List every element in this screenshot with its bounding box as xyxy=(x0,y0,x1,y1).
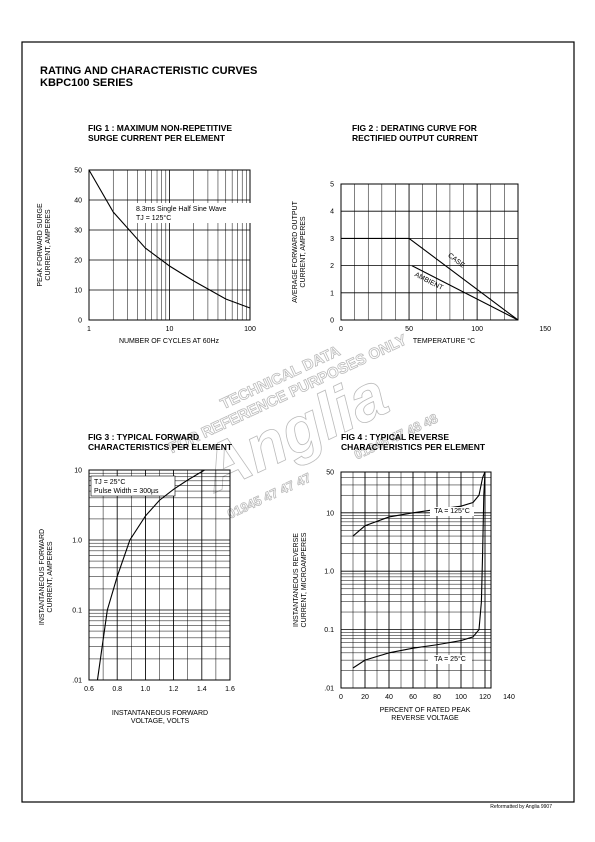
chart-title: CHARACTERISTICS PER ELEMENT xyxy=(341,442,486,452)
x-tick-label: 1.2 xyxy=(169,686,179,693)
x-tick-label: 20 xyxy=(361,694,369,701)
x-tick-label: 80 xyxy=(433,694,441,701)
y-tick-label: 4 xyxy=(330,209,334,216)
y-axis-label: AVERAGE FORWARD OUTPUT xyxy=(292,200,299,302)
series-label: CASE xyxy=(446,252,466,269)
x-tick-label: 100 xyxy=(244,326,256,333)
y-axis-label: CURRENT, AMPERES xyxy=(47,541,54,613)
x-axis-label: NUMBER OF CYCLES AT 60Hz xyxy=(119,338,220,345)
y-tick-label: 1.0 xyxy=(324,569,334,576)
y-tick-label: 50 xyxy=(326,470,334,477)
x-tick-label: 40 xyxy=(385,694,393,701)
annotation: 8.3ms Single Half Sine Wave xyxy=(136,206,226,213)
plot-frame xyxy=(88,469,231,681)
series-line xyxy=(96,469,205,681)
y-tick-label: 30 xyxy=(74,228,82,235)
series-line xyxy=(352,471,486,537)
y-tick-label: 5 xyxy=(330,182,334,189)
x-tick-label: 120 xyxy=(479,694,491,701)
y-tick-label: 1 xyxy=(330,290,334,297)
y-tick-label: 0 xyxy=(330,318,334,325)
chart-title: FIG 4 : TYPICAL REVERSE xyxy=(341,432,449,442)
footer: Reformatted by Anglia 9907 xyxy=(490,804,552,810)
label-bg xyxy=(430,507,474,516)
page-border xyxy=(21,41,575,803)
y-tick-label: 0.1 xyxy=(324,627,334,634)
y-axis-label: INSTANTANEOUS FORWARD xyxy=(39,529,46,625)
y-tick-label: 1.0 xyxy=(72,538,82,545)
annotation: Pulse Width = 300µs xyxy=(94,488,159,495)
x-axis-label: VOLTAGE, VOLTS xyxy=(131,718,190,725)
label-bg xyxy=(428,655,472,664)
y-tick-label: 2 xyxy=(330,263,334,270)
x-tick-label: 10 xyxy=(166,326,174,333)
header-title: RATING AND CHARACTERISTIC CURVES xyxy=(40,65,257,77)
x-tick-label: 0.6 xyxy=(84,686,94,693)
x-axis-label: INSTANTANEOUS FORWARD xyxy=(112,710,208,717)
x-tick-label: 140 xyxy=(503,694,515,701)
series-line xyxy=(411,265,519,321)
x-axis-label: PERCENT OF RATED PEAK xyxy=(380,707,471,714)
y-tick-label: .01 xyxy=(324,686,334,693)
annotation-box xyxy=(134,203,274,223)
x-tick-label: 60 xyxy=(409,694,417,701)
y-axis-label: PEAK FORWARD SURGE xyxy=(37,203,44,287)
annotation: TJ = 25°C xyxy=(94,478,125,486)
series-line xyxy=(352,471,486,669)
annotation: TJ = 125°C xyxy=(136,214,171,222)
y-axis-label: CURRENT, AMPERES xyxy=(45,209,52,281)
series-label: TA = 125°C xyxy=(434,507,470,515)
y-tick-label: 3 xyxy=(330,236,334,243)
series-line xyxy=(88,169,251,309)
chart-title: SURGE CURRENT PER ELEMENT xyxy=(88,133,226,143)
x-axis-label: TEMPERATURE °C xyxy=(413,337,475,345)
chart-title: CHARACTERISTICS PER ELEMENT xyxy=(88,442,233,452)
chart-title: RECTIFIED OUTPUT CURRENT xyxy=(352,133,479,143)
series-line xyxy=(341,237,519,321)
y-axis-label: CURRENT, AMPERES xyxy=(300,216,307,288)
y-tick-label: 40 xyxy=(74,198,82,205)
chart-title: FIG 1 : MAXIMUM NON-REPETITIVE xyxy=(88,123,232,133)
series-label: TA = 25°C xyxy=(434,655,466,663)
chart-title: FIG 3 : TYPICAL FORWARD xyxy=(88,432,199,442)
plot-frame xyxy=(340,183,519,321)
header-subtitle: KBPC100 SERIES xyxy=(40,77,133,89)
y-tick-label: 50 xyxy=(74,168,82,175)
plot-frame xyxy=(340,471,492,689)
y-axis-label: INSTANTANEOUS REVERSE xyxy=(293,533,300,627)
y-tick-label: 0 xyxy=(78,318,82,325)
y-tick-label: 10 xyxy=(326,510,334,517)
y-tick-label: .01 xyxy=(72,678,82,685)
x-tick-label: 1.6 xyxy=(225,686,235,693)
annotation-box xyxy=(90,475,176,497)
x-tick-label: 0.8 xyxy=(112,686,122,693)
x-tick-label: 150 xyxy=(539,326,551,333)
x-tick-label: 1.4 xyxy=(197,686,207,693)
x-tick-label: 0 xyxy=(339,326,343,333)
y-tick-label: 20 xyxy=(74,258,82,265)
x-tick-label: 0 xyxy=(339,694,343,701)
x-tick-label: 1 xyxy=(87,326,91,333)
x-tick-label: 1.0 xyxy=(141,686,151,693)
x-tick-label: 100 xyxy=(471,326,483,333)
y-tick-label: 0.1 xyxy=(72,608,82,615)
y-tick-label: 10 xyxy=(74,468,82,475)
plot-frame xyxy=(88,169,251,321)
chart-title: FIG 2 : DERATING CURVE FOR xyxy=(352,123,477,133)
x-tick-label: 100 xyxy=(455,694,467,701)
y-axis-label: CURRENT, MICROAMPERES xyxy=(301,532,308,627)
x-axis-label: REVERSE VOLTAGE xyxy=(391,715,459,722)
y-tick-label: 10 xyxy=(74,288,82,295)
x-tick-label: 50 xyxy=(405,326,413,333)
